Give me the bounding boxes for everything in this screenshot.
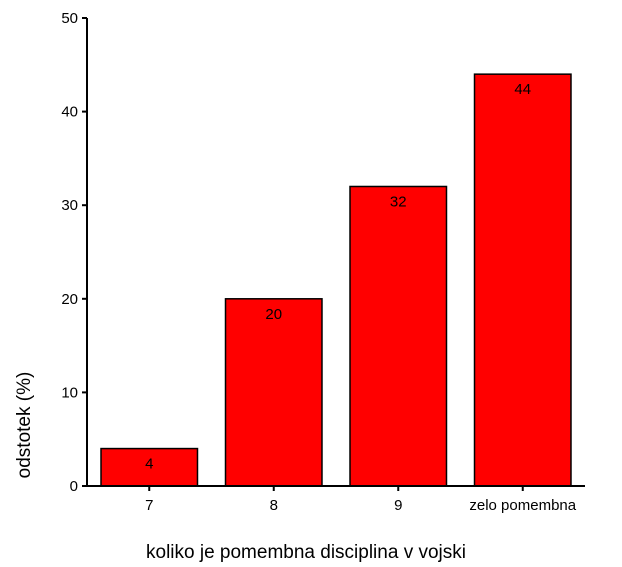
x-tick-label: 9 — [394, 497, 402, 514]
y-tick-label: 0 — [70, 478, 78, 495]
y-tick-label: 50 — [61, 10, 78, 27]
bar-data-label: 32 — [390, 193, 407, 210]
y-axis: 0 10 20 30 40 50 — [61, 10, 88, 495]
bar — [349, 185, 448, 487]
bar — [100, 447, 199, 487]
x-axis: 7 8 9 zelo pomembna — [86, 485, 585, 514]
y-axis-title: odstotek (%) — [14, 372, 35, 479]
bar — [473, 73, 572, 487]
x-tick-label: zelo pomembna — [469, 497, 576, 514]
x-tick-label: 7 — [145, 497, 153, 514]
y-tick-label: 30 — [61, 197, 78, 214]
bar — [224, 298, 323, 487]
bar-data-label: 44 — [514, 81, 531, 98]
bar-data-label: 20 — [265, 306, 282, 323]
x-axis-title: koliko je pomembna disciplina v vojski — [146, 542, 466, 563]
bar-data-label: 4 — [145, 456, 153, 473]
y-tick-label: 40 — [61, 104, 78, 121]
y-tick-label: 10 — [61, 384, 78, 401]
x-tick-label: 8 — [270, 497, 278, 514]
bars-group: 4 20 32 44 — [100, 73, 572, 487]
y-tick-label: 20 — [61, 291, 78, 308]
